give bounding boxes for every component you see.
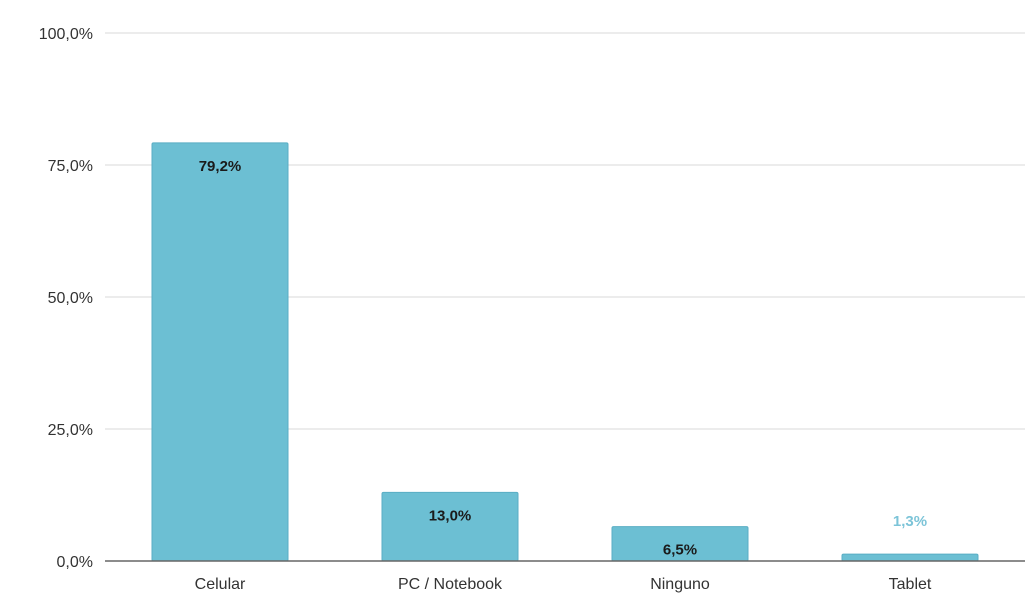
x-tick-label: Ninguno — [650, 576, 710, 593]
y-tick-label: 0,0% — [57, 554, 93, 571]
bar — [151, 142, 289, 562]
data-labels: 79,2% 13,0% 6,5% 1,3% — [199, 158, 927, 559]
data-label: 1,3% — [893, 513, 927, 530]
x-axis-labels: Celular PC / Notebook Ninguno Tablet — [195, 576, 932, 593]
data-label: 13,0% — [429, 507, 472, 524]
y-tick-label: 25,0% — [48, 422, 93, 439]
x-tick-label: Celular — [195, 576, 246, 593]
data-label: 79,2% — [199, 158, 242, 175]
bar — [381, 491, 519, 562]
y-tick-label: 100,0% — [39, 26, 93, 43]
y-tick-label: 75,0% — [48, 158, 93, 175]
data-label: 6,5% — [663, 542, 697, 559]
bars — [151, 142, 979, 562]
x-tick-label: Tablet — [889, 576, 932, 593]
y-axis-ticks: 0,0% 25,0% 50,0% 75,0% 100,0% — [39, 26, 93, 571]
x-tick-label: PC / Notebook — [398, 576, 503, 593]
bar — [841, 553, 979, 562]
y-tick-label: 50,0% — [48, 290, 93, 307]
